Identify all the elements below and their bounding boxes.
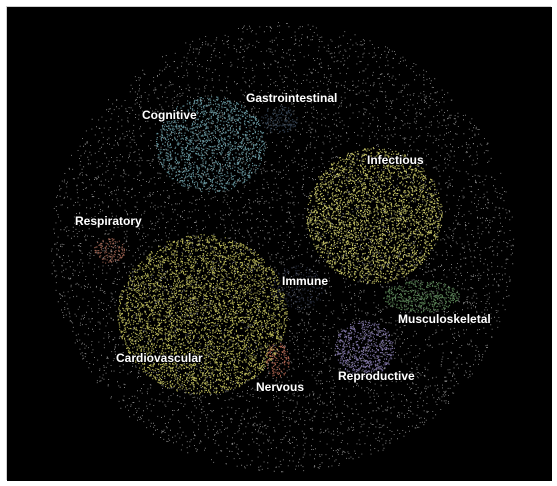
cluster-nodes-immune — [269, 265, 325, 310]
cluster-node-groups — [94, 96, 460, 395]
label-infectious: Infectious — [367, 153, 424, 167]
cluster-nodes-cognitive — [156, 96, 266, 193]
cluster-nodes-respiratory — [94, 238, 125, 264]
network-figure: Cognitive Gastrointestinal Infectious Re… — [6, 6, 552, 481]
label-nervous: Nervous — [256, 380, 304, 394]
label-musculoskeletal: Musculoskeletal — [398, 312, 491, 326]
cluster-nodes-reproductive — [334, 320, 395, 377]
cluster-nodes-nervous — [265, 343, 290, 379]
label-gastrointestinal: Gastrointestinal — [246, 91, 337, 105]
cluster-labels: Cognitive Gastrointestinal Infectious Re… — [74, 90, 492, 395]
background-nodes-path — [51, 22, 515, 473]
network-plot: Cognitive Gastrointestinal Infectious Re… — [7, 7, 552, 481]
cluster-nodes-musculoskeletal — [383, 280, 460, 314]
background-node-cloud — [51, 22, 515, 473]
label-cognitive: Cognitive — [142, 108, 197, 122]
label-respiratory: Respiratory — [75, 214, 142, 228]
label-cardiovascular: Cardiovascular — [116, 351, 203, 365]
cluster-nodes-infectious — [306, 147, 443, 284]
cluster-nodes-cardiovascular — [117, 234, 288, 395]
label-immune: Immune — [282, 274, 328, 288]
label-reproductive: Reproductive — [338, 369, 415, 383]
plot-background — [7, 7, 552, 481]
cluster-nodes-gastrointestinal — [261, 105, 298, 133]
